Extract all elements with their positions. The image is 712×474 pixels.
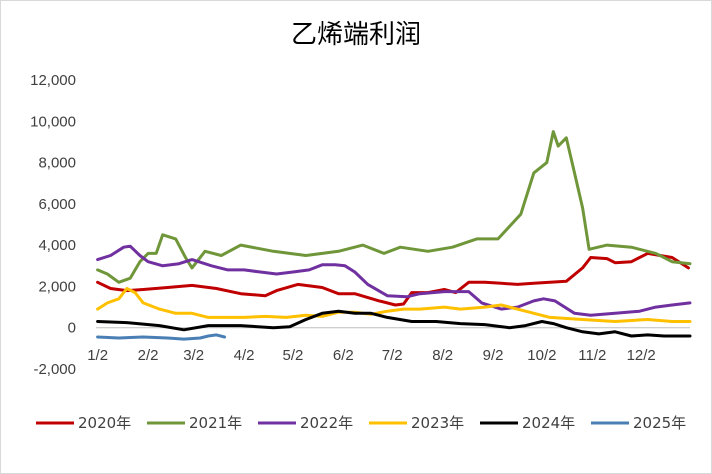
x-tick-label: 9/2 <box>483 347 504 364</box>
legend-label: 2022年 <box>300 414 353 432</box>
y-tick-label: 10,000 <box>30 113 76 130</box>
legend-label: 2024年 <box>522 414 575 432</box>
y-tick-label: 4,000 <box>38 237 76 254</box>
y-tick-label: 8,000 <box>38 155 76 172</box>
legend: 2020年 2021年 2022年 2023年 2024年 2025年 <box>36 414 686 432</box>
x-tick-label: 5/2 <box>282 347 303 364</box>
series-line-2021年 <box>96 130 692 284</box>
legend-label: 2021年 <box>189 414 242 432</box>
series-line-2022年 <box>96 244 692 317</box>
x-tick-label: 3/2 <box>183 347 204 364</box>
y-tick-label: 0 <box>68 320 76 337</box>
legend-label: 2020年 <box>78 414 131 432</box>
y-tick-label: -2,000 <box>33 361 76 378</box>
x-tick-label: 11/2 <box>578 347 606 364</box>
x-tick-label: 6/2 <box>333 347 354 364</box>
series-lines <box>96 130 692 341</box>
series-line-2020年 <box>96 251 690 307</box>
x-tick-label: 1/2 <box>87 347 108 364</box>
x-tick-label: 4/2 <box>234 347 255 364</box>
y-tick-label: 6,000 <box>38 196 76 213</box>
legend-label: 2023年 <box>411 414 464 432</box>
y-axis-tick-labels: -2,000 0 2,000 4,000 6,000 8,000 10,000 12,000 <box>30 72 76 378</box>
x-tick-label: 2/2 <box>138 347 159 364</box>
y-tick-label: 12,000 <box>30 72 76 89</box>
x-tick-label: 7/2 <box>382 347 403 364</box>
series-line-2025年 <box>96 333 227 341</box>
y-tick-label: 2,000 <box>38 278 76 295</box>
chart-title: 乙烯端利润 <box>290 20 421 50</box>
legend-label: 2025年 <box>633 414 686 432</box>
x-tick-label: 8/2 <box>432 347 453 364</box>
x-tick-label: 10/2 <box>527 347 556 364</box>
x-tick-label: 12/2 <box>627 347 656 364</box>
x-axis: 1/2 2/2 3/2 4/2 5/2 6/2 7/2 8/2 9/2 10/2 11/2 12/2 <box>87 327 690 364</box>
series-line-2024年 <box>96 309 692 338</box>
